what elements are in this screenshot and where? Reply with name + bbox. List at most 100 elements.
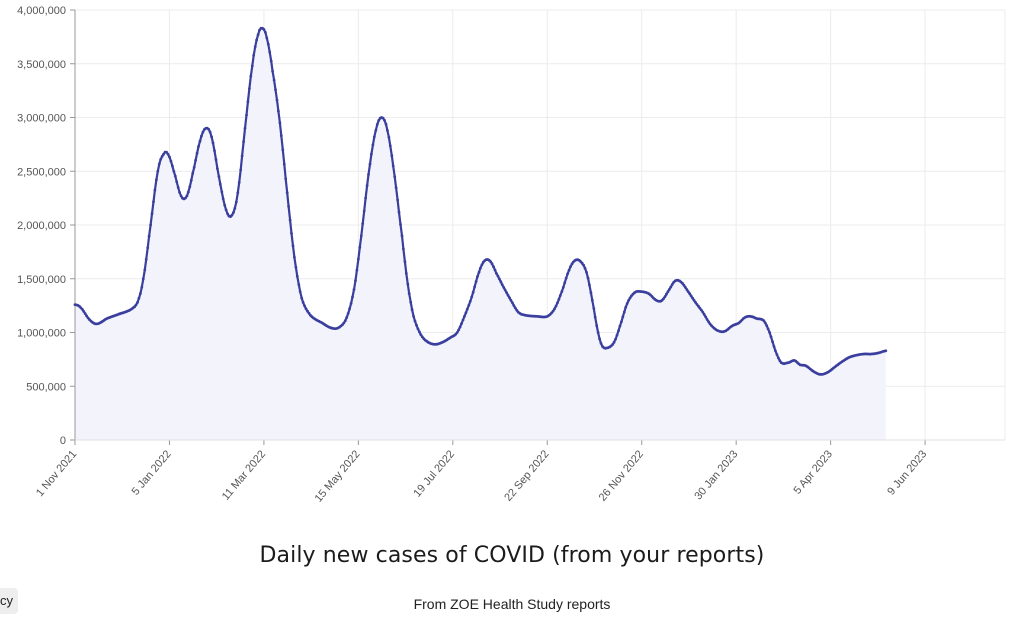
data-point [489,260,492,263]
data-point [554,304,558,308]
data-point [415,323,418,327]
x-tick-label: 5 Apr 2023 [792,448,835,496]
data-point [281,148,285,152]
corner-tag[interactable]: cy [0,588,18,614]
data-point [375,123,379,126]
x-tick-label: 30 Jan 2023 [692,448,740,502]
data-point [592,307,596,310]
x-tick-label: 1 Nov 2021 [34,448,79,499]
y-tick-label: 500,000 [26,381,66,393]
data-point [172,169,176,173]
data-point [192,165,196,169]
data-point [624,305,628,309]
data-point [191,172,195,175]
data-point [558,294,562,297]
data-point [348,307,351,311]
data-point [388,144,392,148]
data-point [470,295,474,299]
data-point [416,327,420,331]
data-point [230,213,234,217]
data-point [513,306,517,310]
data-point [186,190,190,194]
data-point [224,208,228,212]
data-point [688,292,692,296]
data-point [511,301,514,305]
data-point [300,296,304,300]
data-point [567,268,571,272]
data-point [137,296,141,300]
data-point [165,150,168,154]
data-point [279,134,283,138]
data-point [278,121,282,125]
data-point [264,31,267,34]
data-point [346,312,350,315]
data-point [387,135,391,139]
data-point [397,210,401,214]
data-point [271,69,274,73]
data-point [775,353,779,356]
data-point [667,288,671,291]
data-point [221,197,225,201]
data-point [195,151,199,155]
data-point [355,268,359,272]
data-point [400,234,404,238]
data-point [585,270,588,274]
data-point [381,116,385,120]
x-tick-label: 15 May 2022 [313,448,363,504]
data-point [171,164,174,168]
y-tick-label: 2,000,000 [17,220,66,232]
data-point [255,38,258,42]
data-point [284,177,288,181]
data-point [159,157,163,161]
data-point [692,298,696,302]
data-point [618,324,622,328]
data-point [173,174,177,178]
data-point [217,175,221,179]
data-point [374,129,378,132]
data-point [457,328,460,332]
data-point [503,288,507,292]
data-point [556,301,559,305]
data-point [152,200,155,204]
data-point [306,309,309,313]
data-point [768,331,771,334]
data-point [682,283,686,287]
data-point [210,135,214,139]
axis-layer [70,9,1005,445]
data-point [288,218,292,222]
x-tick-label: 26 Nov 2022 [597,448,646,504]
data-point [512,304,516,307]
data-point [617,329,620,333]
data-point [625,302,629,305]
data-point [670,283,674,286]
data-point [490,262,494,266]
data-point [357,257,360,261]
data-point [168,155,171,159]
data-point [612,340,616,344]
data-point [771,340,774,343]
data-point [359,234,363,238]
data-point [560,290,564,293]
y-tick-label: 0 [60,435,66,447]
data-point [201,130,205,134]
data-point [268,50,272,54]
data-point [707,320,710,324]
data-point [699,308,703,312]
y-tick-label: 3,000,000 [17,113,66,125]
data-point [194,158,198,162]
data-point [471,290,475,294]
data-point [162,152,166,156]
data-point [140,285,144,289]
data-point [266,42,270,46]
data-point [345,316,349,319]
data-point [83,312,87,315]
data-point [298,290,302,294]
data-point [884,349,888,353]
data-point [465,307,469,311]
data-point [582,263,585,267]
data-point [153,188,157,192]
data-point [611,343,615,346]
data-point [683,285,687,289]
data-point [461,318,465,322]
data-point [621,315,625,319]
